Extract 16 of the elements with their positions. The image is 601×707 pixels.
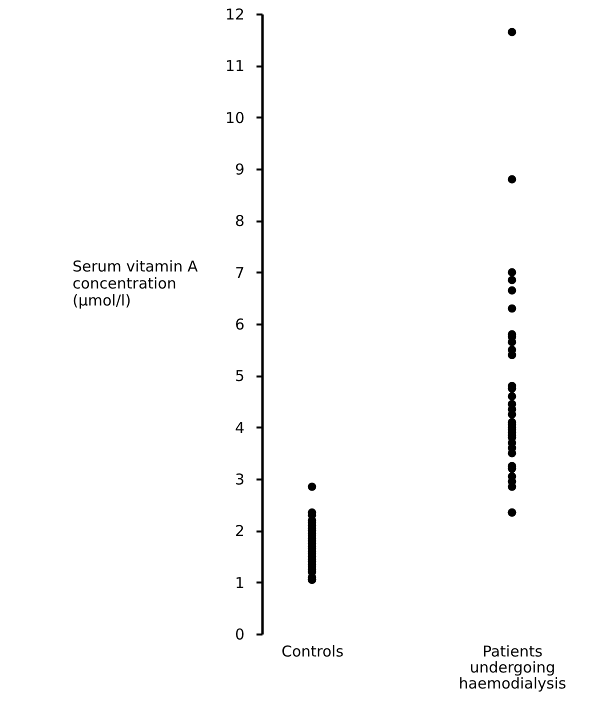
y-tick-label: 6 — [234, 316, 244, 334]
y-tick-label: 12 — [225, 6, 244, 24]
x-tick-label: Controls — [281, 642, 344, 660]
y-tick-label: 5 — [234, 367, 244, 386]
y-tick-label: 0 — [234, 626, 244, 644]
y-axis-title: Serum vitamin A concentration (µmol/l) — [72, 258, 198, 310]
y-tick-label: 7 — [234, 264, 244, 282]
y-tick-label: 10 — [225, 108, 244, 127]
y-tick-label: 9 — [234, 160, 244, 178]
y-tick-label: 3 — [234, 470, 244, 488]
y-tick-label: 8 — [234, 212, 244, 230]
x-tick-label: Patients undergoing haemodialysis — [458, 642, 566, 692]
y-tick-label: 1 — [234, 574, 244, 592]
y-tick-label: 2 — [234, 522, 244, 540]
y-tick-label: 11 — [225, 57, 244, 76]
y-tick-label: 4 — [234, 418, 244, 437]
